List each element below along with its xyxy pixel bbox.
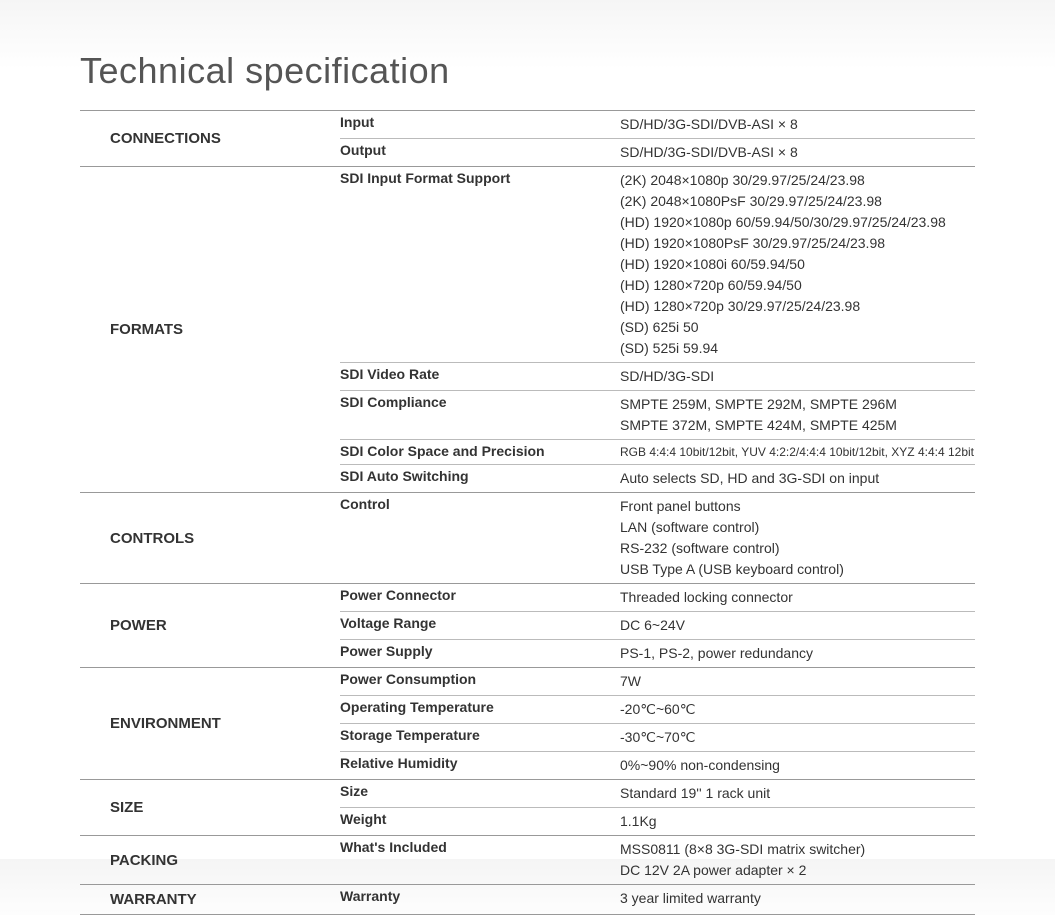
attribute-name: Input	[340, 111, 620, 139]
attribute-name: SDI Input Format Support	[340, 167, 620, 363]
section-header: ENVIRONMENT	[80, 668, 340, 780]
section-header: WARRANTY	[80, 885, 340, 915]
attribute-value: Standard 19'' 1 rack unit	[620, 780, 975, 808]
attribute-value: 7W	[620, 668, 975, 696]
attribute-value: RGB 4:4:4 10bit/12bit, YUV 4:2:2/4:4:4 1…	[620, 440, 975, 465]
attribute-name: SDI Auto Switching	[340, 465, 620, 493]
attribute-value: 0%~90% non-condensing	[620, 752, 975, 780]
attribute-value: SD/HD/3G-SDI/DVB-ASI × 8	[620, 139, 975, 167]
attribute-name: Power Connector	[340, 584, 620, 612]
attribute-name: Warranty	[340, 885, 620, 915]
attribute-value: 1.1Kg	[620, 808, 975, 836]
attribute-name: Storage Temperature	[340, 724, 620, 752]
section-header: CONNECTIONS	[80, 111, 340, 167]
attribute-value: (2K) 2048×1080p 30/29.97/25/24/23.98(2K)…	[620, 167, 975, 363]
attribute-name: SDI Video Rate	[340, 363, 620, 391]
attribute-name: SDI Color Space and Precision	[340, 440, 620, 465]
section-header: POWER	[80, 584, 340, 668]
table-row: CONTROLSControlFront panel buttonsLAN (s…	[80, 493, 975, 584]
attribute-value: SD/HD/3G-SDI/DVB-ASI × 8	[620, 111, 975, 139]
attribute-name: What's Included	[340, 836, 620, 885]
attribute-value: SD/HD/3G-SDI	[620, 363, 975, 391]
attribute-name: Voltage Range	[340, 612, 620, 640]
attribute-name: Relative Humidity	[340, 752, 620, 780]
table-row: PACKINGWhat's IncludedMSS0811 (8×8 3G-SD…	[80, 836, 975, 885]
attribute-value: -30℃~70℃	[620, 724, 975, 752]
attribute-name: Weight	[340, 808, 620, 836]
attribute-value: Auto selects SD, HD and 3G-SDI on input	[620, 465, 975, 493]
table-row: POWERPower ConnectorThreaded locking con…	[80, 584, 975, 612]
attribute-value: MSS0811 (8×8 3G-SDI matrix switcher)DC 1…	[620, 836, 975, 885]
attribute-value: 3 year limited warranty	[620, 885, 975, 915]
attribute-name: Power Supply	[340, 640, 620, 668]
attribute-name: Size	[340, 780, 620, 808]
table-row: CONNECTIONSInputSD/HD/3G-SDI/DVB-ASI × 8	[80, 111, 975, 139]
attribute-value: -20℃~60℃	[620, 696, 975, 724]
attribute-value: DC 6~24V	[620, 612, 975, 640]
table-row: ENVIRONMENTPower Consumption7W	[80, 668, 975, 696]
section-header: CONTROLS	[80, 493, 340, 584]
attribute-name: Operating Temperature	[340, 696, 620, 724]
table-row: FORMATSSDI Input Format Support(2K) 2048…	[80, 167, 975, 363]
section-header: FORMATS	[80, 167, 340, 493]
attribute-name: Output	[340, 139, 620, 167]
attribute-name: Control	[340, 493, 620, 584]
section-header: PACKING	[80, 836, 340, 885]
section-header: SIZE	[80, 780, 340, 836]
table-row: WARRANTYWarranty3 year limited warranty	[80, 885, 975, 915]
attribute-value: PS-1, PS-2, power redundancy	[620, 640, 975, 668]
attribute-name: SDI Compliance	[340, 391, 620, 440]
attribute-name: Power Consumption	[340, 668, 620, 696]
attribute-value: SMPTE 259M, SMPTE 292M, SMPTE 296MSMPTE …	[620, 391, 975, 440]
spec-table: CONNECTIONSInputSD/HD/3G-SDI/DVB-ASI × 8…	[80, 110, 975, 915]
attribute-value: Threaded locking connector	[620, 584, 975, 612]
table-row: SIZESizeStandard 19'' 1 rack unit	[80, 780, 975, 808]
page-title: Technical specification	[80, 50, 975, 92]
attribute-value: Front panel buttonsLAN (software control…	[620, 493, 975, 584]
